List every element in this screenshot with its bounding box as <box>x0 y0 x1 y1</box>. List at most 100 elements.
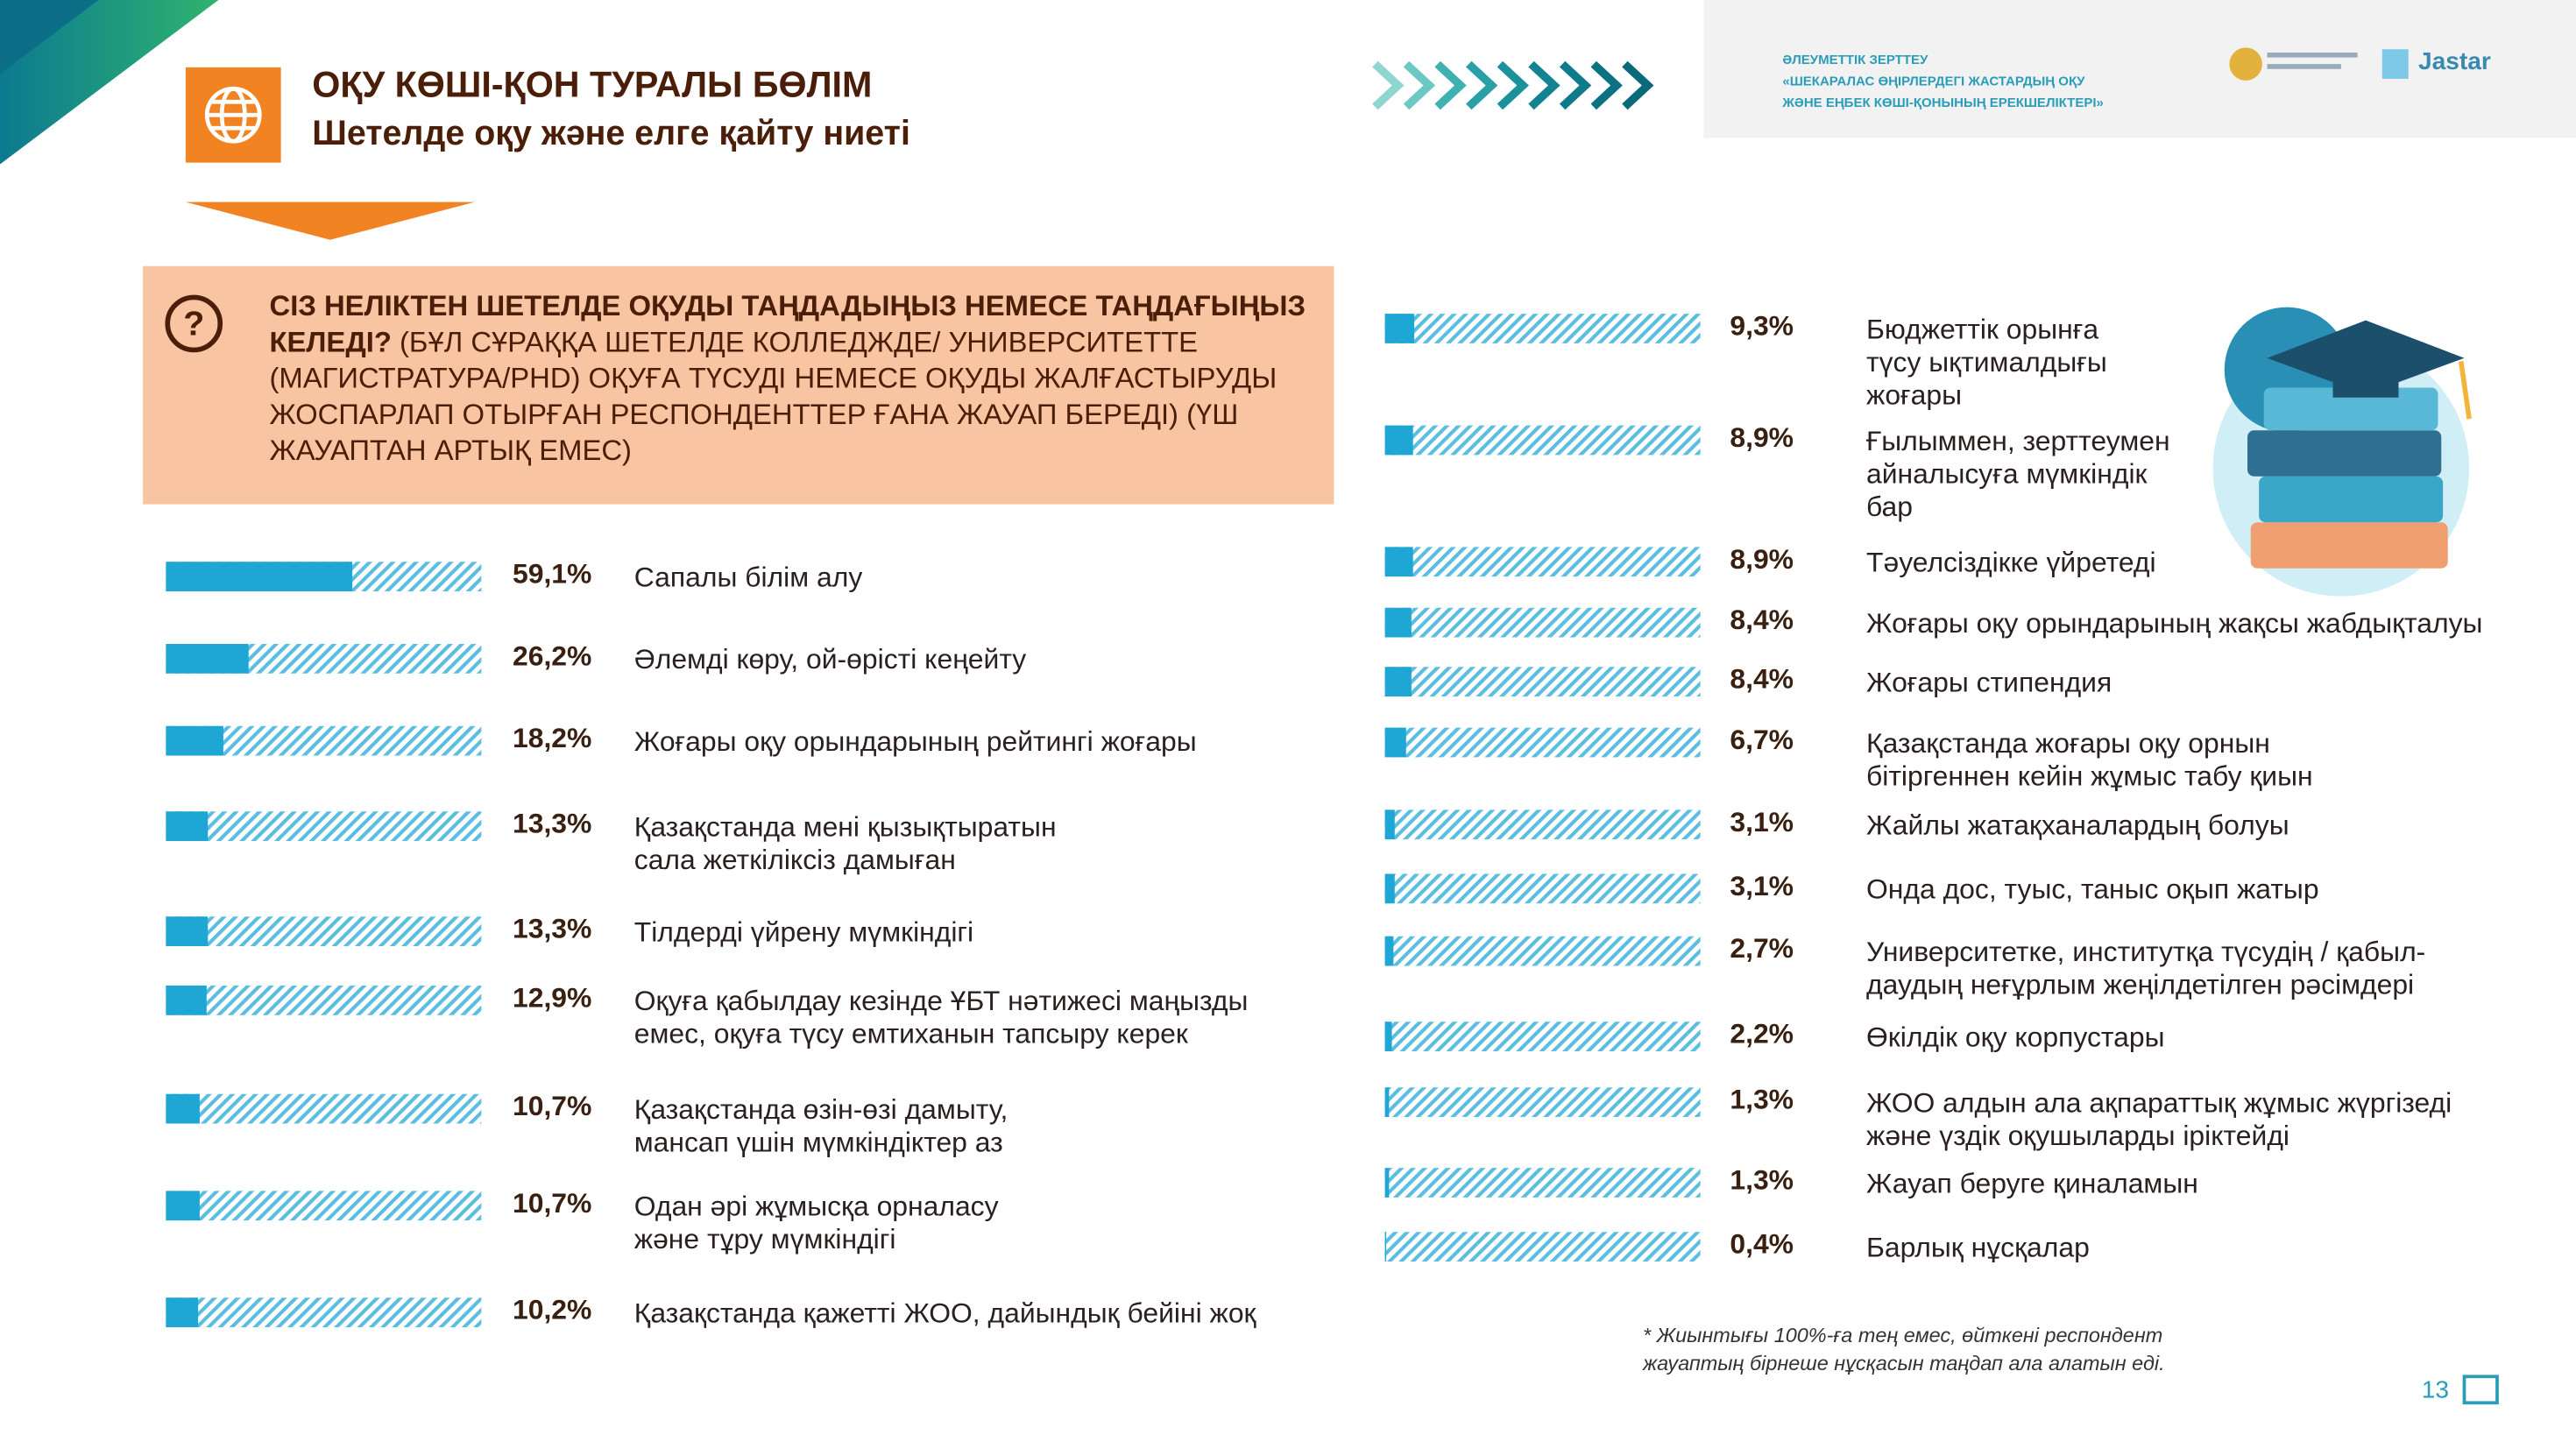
title: ОҚУ КӨШІ-ҚОН ТУРАЛЫ БӨЛІМ <box>312 64 873 105</box>
category-label: Онда дос, туыс, таныс оқып жатыр <box>1866 873 2319 906</box>
bar-track <box>166 1297 482 1327</box>
value-label: 0,4% <box>1730 1228 1794 1261</box>
value-label: 13,3% <box>513 913 592 945</box>
study-label: ӘЛЕУМЕТТІК ЗЕРТТЕУ <box>1782 53 1928 67</box>
value-label: 2,2% <box>1730 1018 1794 1050</box>
chevrons <box>1372 60 1654 110</box>
bar <box>166 725 223 756</box>
category-label: Сапалы білім алу <box>633 562 863 593</box>
bar <box>1384 809 1395 840</box>
bar-track <box>1384 1087 1701 1117</box>
value-label: 26,2% <box>513 640 592 672</box>
value-label: 1,3% <box>1730 1084 1794 1116</box>
emblem-text <box>2267 53 2358 58</box>
bar <box>1384 667 1412 696</box>
bar <box>1384 314 1415 343</box>
category-label: Ғылыммен, зерттеумен айналысуға мүмкінді… <box>1866 425 2170 523</box>
category-label: Жоғары оқу орындарының жақсы жабдықталуы <box>1866 607 2483 640</box>
category-label: Жоғары стипендия <box>1866 667 2112 698</box>
category-label: Жоғары оқу орындарының рейтингі жоғары <box>633 725 1197 758</box>
category-label: Өкілдік оқу корпустары <box>1866 1021 2165 1053</box>
bar <box>166 916 209 946</box>
logo: Jastar <box>2418 47 2491 76</box>
value-label: 8,9% <box>1730 543 1794 576</box>
bar <box>1384 873 1395 904</box>
subtitle: Шетелде оқу және елге қайту ниеті <box>312 115 910 153</box>
bar-track <box>1384 873 1701 904</box>
emblem <box>2229 47 2262 81</box>
category-label: Қазақстанда өзін-өзі дамыту, мансап үшін… <box>633 1093 1008 1158</box>
value-label: 8,4% <box>1730 663 1794 696</box>
value-label: 10,2% <box>513 1294 592 1326</box>
bar <box>1384 1087 1390 1117</box>
bar-track <box>1384 809 1701 840</box>
category-label: Оқуға қабылдау кезінде ҰБТ нәтижесі маңы… <box>633 986 1249 1050</box>
bar-track <box>1384 607 1701 638</box>
category-label: Жайлы жатақханалардың болуы <box>1866 809 2289 841</box>
category-label: Әлемді көру, ой-өрісті кеңейту <box>633 644 1027 675</box>
bar <box>166 986 207 1015</box>
value-label: 10,7% <box>513 1187 592 1219</box>
bar-track <box>1384 667 1701 696</box>
category-label: Барлық нұсқалар <box>1866 1232 2090 1263</box>
bar-track <box>1384 425 1701 456</box>
category-label: Бюджеттік орынға түсу ықтималдығы жоғары <box>1866 314 2107 411</box>
value-label: 12,9% <box>513 982 592 1014</box>
bar <box>166 562 353 591</box>
bar <box>166 1093 200 1124</box>
page-number: 13 <box>2421 1376 2450 1405</box>
logo-mark <box>2381 49 2409 79</box>
category-label: Жауап беруге қиналамын <box>1866 1168 2198 1199</box>
study-info: ӘЛЕУМЕТТІК ЗЕРТТЕУ «ШЕКАРАЛАС ӨҢІРЛЕРДЕГІ… <box>1782 49 2103 113</box>
bar-track <box>1384 1232 1701 1262</box>
question-box <box>143 265 1334 505</box>
question-icon-mark: ? <box>183 305 204 343</box>
category-label: Одан әрі жұмысқа орналасу және тұру мүмк… <box>633 1191 999 1255</box>
value-label: 59,1% <box>513 558 592 590</box>
bar <box>1384 607 1412 638</box>
value-label: 6,7% <box>1730 724 1794 756</box>
bar-track <box>1384 1021 1701 1051</box>
bar-track <box>166 986 482 1015</box>
value-label: 13,3% <box>513 808 592 840</box>
bar <box>1384 425 1413 456</box>
value-label: 8,4% <box>1730 604 1794 636</box>
bar-track <box>1384 936 1701 966</box>
bar <box>166 1297 199 1327</box>
value-label: 18,2% <box>513 723 592 754</box>
bar <box>1384 1021 1392 1051</box>
value-label: 9,3% <box>1730 310 1794 342</box>
bar <box>1384 1232 1387 1262</box>
bar <box>166 644 249 674</box>
bar <box>1384 936 1394 966</box>
value-label: 1,3% <box>1730 1164 1794 1196</box>
bar-track <box>166 811 482 841</box>
study-title: «ШЕКАРАЛАС ӨҢІРЛЕРДЕГІ ЖАСТАРДЫҢ ОҚУ ЖӘН… <box>1782 74 2104 110</box>
illustration <box>2212 307 2472 597</box>
value-label: 2,7% <box>1730 933 1794 965</box>
bar-track <box>166 1191 482 1221</box>
footnote: * Жиынтығы 100%-ға тең емес, өйткені рес… <box>1643 1324 2165 1375</box>
value-label: 8,9% <box>1730 421 1794 454</box>
header-panel <box>1703 0 2576 138</box>
bar <box>1384 727 1406 758</box>
question: СІЗ НЕЛІКТЕН ШЕТЕЛДЕ ОҚУДЫ ТАҢДАДЫҢЫЗ НЕ… <box>270 287 1321 468</box>
category-label: Қазақстанда жоғары оқу орнын бітіргеннен… <box>1866 727 2313 792</box>
bar <box>166 811 209 841</box>
bar-track <box>166 1093 482 1124</box>
category-label: ЖОО алдын ала ақпараттық жұмыс жүргізеді… <box>1866 1087 2452 1152</box>
page-number-mark <box>2462 1375 2499 1405</box>
value-label: 3,1% <box>1730 806 1794 838</box>
value-label: 10,7% <box>513 1091 592 1122</box>
question-icon <box>165 294 223 353</box>
orange-arrow <box>185 201 475 240</box>
bar-track <box>1384 1168 1701 1198</box>
bar <box>1384 1168 1390 1198</box>
category-label: Университетке, институтқа түсудің / қабы… <box>1866 936 2426 1000</box>
bar-track <box>1384 314 1701 343</box>
bar <box>1384 547 1413 577</box>
bar-track <box>166 916 482 946</box>
